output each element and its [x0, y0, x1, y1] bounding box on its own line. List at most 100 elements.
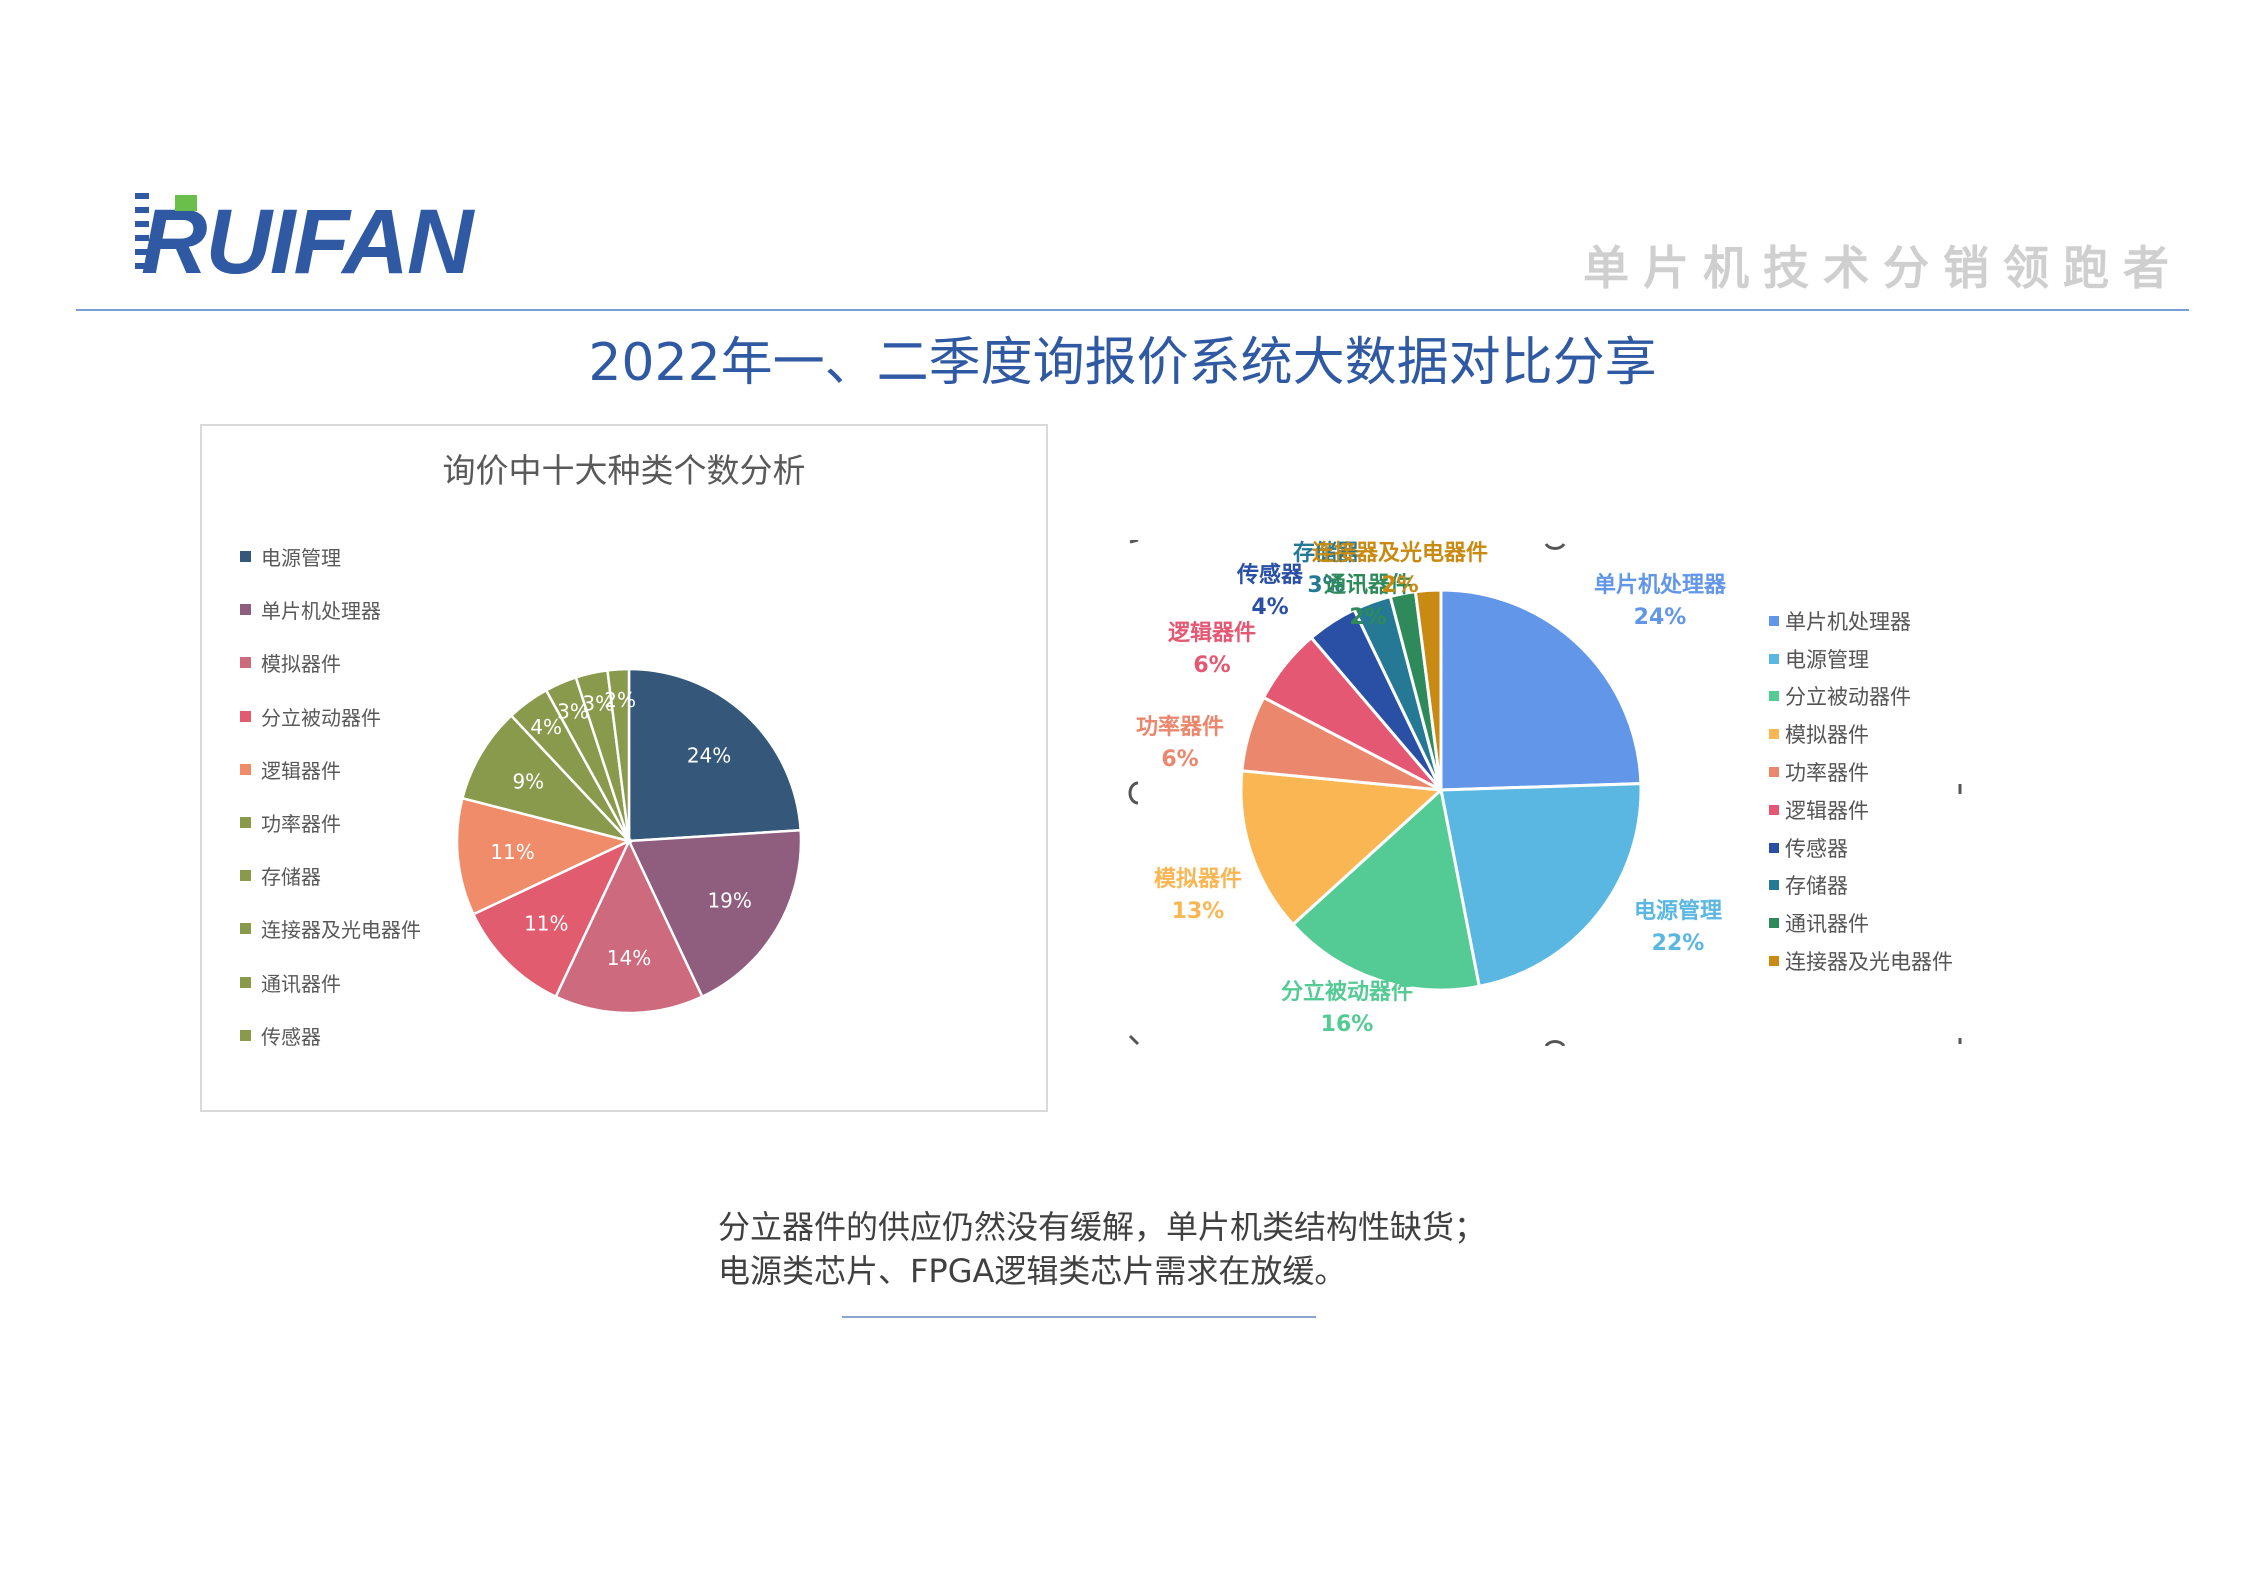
slice-percent-label-8: 3%	[1307, 573, 1344, 598]
pie-slice-6	[460, 713, 633, 844]
slice-label-7: 4%	[530, 715, 562, 739]
legend-label: 传感器	[261, 1024, 321, 1049]
legend-label: 单片机处理器	[1785, 609, 1911, 634]
conclusion-line-2: 电源类芯片、FPGA逻辑类芯片需求在放缓。	[718, 1252, 1347, 1290]
slice-label-10: 2%	[604, 688, 636, 712]
legend-label: 逻辑器件	[1785, 798, 1869, 823]
legend-swatch	[1769, 653, 1779, 664]
page-title: 2022年一、二季度询报价系统大数据对比分享	[588, 333, 1657, 393]
legend-label: 功率器件	[1785, 761, 1869, 786]
slice-label-6: 9%	[512, 769, 544, 793]
pie-slice-4	[1239, 769, 1445, 927]
legend-swatch	[240, 710, 251, 722]
legend-swatch	[1769, 804, 1779, 815]
legend-item: 逻辑器件	[240, 743, 421, 796]
slice-label-1: 24%	[687, 744, 731, 768]
legend-item: 电源管理	[240, 530, 421, 583]
legend-item: 传感器	[1769, 829, 1953, 867]
conclusion-line-1: 分立器件的供应仍然没有缓解，单片机类结构性缺货；	[718, 1208, 1487, 1246]
legend-swatch	[1769, 615, 1779, 626]
legend-swatch	[1769, 956, 1779, 967]
legend-swatch	[240, 976, 251, 988]
legend-label: 分立被动器件	[261, 705, 381, 730]
legend-swatch	[1769, 842, 1779, 853]
conclusion-text: 分立器件的供应仍然没有缓解，单片机类结构性缺货； 电源类芯片、FPGA逻辑类芯片…	[718, 1205, 1486, 1293]
legend-label: 连接器及光电器件	[261, 918, 421, 943]
legend-item: 分立被动器件	[240, 690, 421, 743]
slice-percent-label-6: 6%	[1193, 653, 1230, 678]
legend-label: 电源管理	[1785, 647, 1869, 672]
pie-slice-10	[606, 667, 631, 842]
legend-item: 功率器件	[240, 796, 421, 849]
slice-category-label-9: 通讯器件	[1324, 573, 1412, 598]
logo-text: RUIFAN	[141, 191, 475, 285]
slice-percent-label-10: 2%	[1381, 573, 1418, 598]
legend-label: 电源管理	[261, 546, 341, 571]
legend-label: 存储器	[261, 865, 321, 890]
slice-category-label-1: 单片机处理器	[1594, 572, 1727, 598]
slice-percent-label-3: 16%	[1321, 1012, 1374, 1037]
conclusion-underline	[842, 1316, 1316, 1318]
slice-label-4: 11%	[524, 912, 568, 936]
legend-swatch	[240, 817, 251, 829]
slice-label-5: 11%	[490, 840, 534, 864]
legend-label: 分立被动器件	[1785, 685, 1911, 710]
legend-item: 分立被动器件	[1769, 678, 1953, 716]
slice-percent-label-1: 24%	[1634, 605, 1687, 630]
slice-percent-label-2: 22%	[1652, 931, 1705, 956]
slice-category-label-6: 逻辑器件	[1168, 620, 1256, 646]
legend-swatch	[240, 551, 251, 563]
crop-marks	[1128, 538, 1962, 1047]
legend-swatch	[240, 1029, 251, 1041]
legend-label: 存储器	[1785, 874, 1848, 899]
pie-slice-10	[1413, 588, 1443, 791]
legend-label: 通讯器件	[1785, 912, 1869, 937]
chart-right: 单片机处理器 24% 电源管理 22% 分立被动器件 16% 模拟器件 13% 功率器件 6% 逻辑…	[1128, 538, 1964, 1047]
chart-legend-right: 单片机处理器 电源管理 分立被动器件 模拟器件 功率器件 逻辑器件 传感器 存储器 通讯器件 连接…	[1769, 602, 1953, 980]
header-divider	[76, 309, 2189, 311]
legend-swatch	[1769, 729, 1779, 740]
legend-swatch	[240, 763, 251, 775]
slice-percent-label-4: 13%	[1172, 899, 1225, 924]
legend-item: 通讯器件	[240, 956, 421, 1009]
pie-slice-2	[1439, 782, 1643, 989]
legend-label: 连接器及光电器件	[1785, 950, 1953, 975]
slice-label-2: 19%	[707, 889, 751, 913]
chart-left: 询价中十大种类个数分析 电源管理 单片机处理器 模拟器件 分立被动器件 逻辑器件 功率器件…	[200, 424, 1048, 1112]
slice-percent-label-5: 6%	[1161, 747, 1198, 772]
pie-chart-left: 24%19%14%11%11%9%4%3%3%2%	[455, 667, 803, 1015]
pie-chart-right: 单片机处理器 24% 电源管理 22% 分立被动器件 16% 模拟器件 13% 功率器件 6% 逻辑…	[1128, 538, 1962, 1047]
legend-item: 连接器及光电器件	[240, 902, 421, 955]
legend-item: 连接器及光电器件	[1769, 942, 1953, 980]
legend-item: 电源管理	[1769, 640, 1953, 678]
legend-swatch	[1769, 691, 1779, 702]
legend-item: 功率器件	[1769, 753, 1953, 791]
pie-slice-2	[627, 828, 803, 999]
legend-item: 单片机处理器	[1769, 602, 1953, 640]
legend-item: 通讯器件	[1769, 904, 1953, 942]
legend-label: 单片机处理器	[261, 599, 381, 624]
slice-category-label-10: 连接器及光电器件	[1312, 540, 1488, 566]
slice-category-label-2: 电源管理	[1634, 898, 1722, 924]
ruifan-logo: RUIFAN	[115, 185, 478, 293]
slice-label-9: 3%	[582, 691, 614, 715]
pie-slice-3	[1290, 787, 1481, 992]
pie-slice-3	[554, 838, 704, 1015]
legend-item: 存储器	[240, 849, 421, 902]
legend-swatch	[240, 604, 251, 616]
slice-category-label-5: 功率器件	[1136, 714, 1224, 740]
slice-category-label-4: 模拟器件	[1154, 867, 1242, 892]
legend-item: 模拟器件	[240, 636, 421, 689]
slice-category-label-8: 存储器	[1293, 540, 1360, 566]
slice-percent-label-9: 2%	[1349, 605, 1386, 630]
logo-graphic: RUIFAN	[135, 191, 478, 293]
slice-category-label-7: 传感器	[1236, 562, 1304, 588]
pie-slice-1	[627, 667, 802, 843]
legend-item: 存储器	[1769, 867, 1953, 905]
slogan: 单片机技术分销领跑者	[1583, 241, 2183, 295]
legend-label: 通讯器件	[261, 971, 341, 996]
legend-swatch	[240, 870, 251, 882]
legend-swatch	[1769, 767, 1779, 778]
legend-label: 逻辑器件	[261, 758, 341, 783]
pie-slice-1	[1439, 588, 1643, 792]
